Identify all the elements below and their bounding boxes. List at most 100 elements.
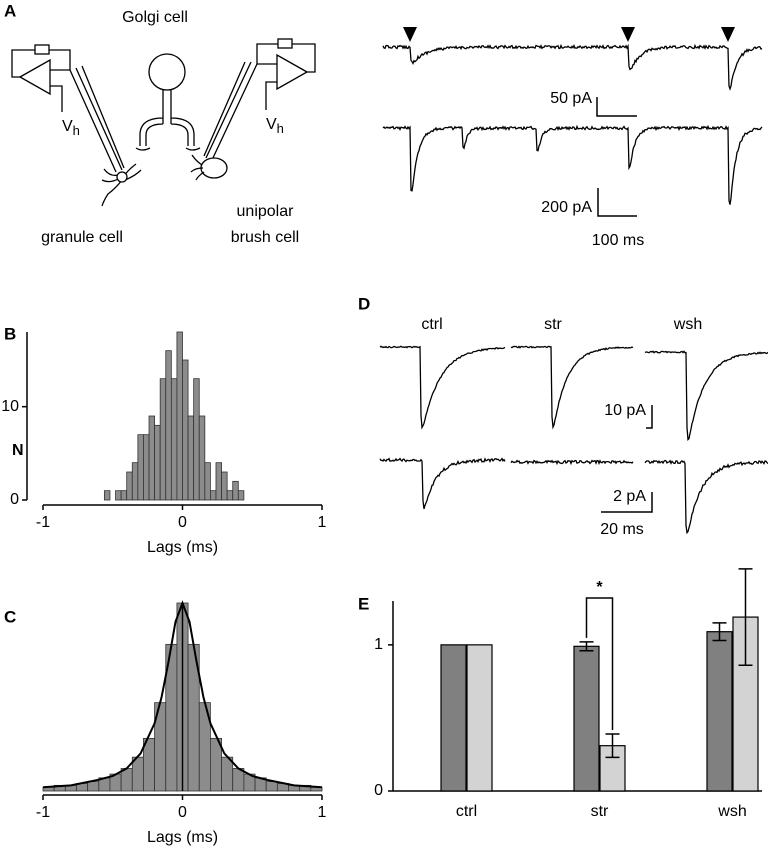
holding-label: Vh <box>266 116 284 136</box>
cell-label: Golgi cell <box>122 9 188 26</box>
scale-bar <box>596 97 637 117</box>
condition-label: str <box>544 316 562 333</box>
current-trace <box>379 345 506 430</box>
histogram-bar <box>209 490 217 501</box>
panel-label: B <box>4 324 16 343</box>
histogram-bar <box>182 359 189 501</box>
ubc-body <box>200 157 228 179</box>
histogram-bar <box>165 350 172 501</box>
y-tick-label: 10 <box>1 398 19 415</box>
histogram-bar <box>198 415 206 501</box>
panel-label: C <box>4 607 16 626</box>
x-tick-label: 1 <box>318 804 327 821</box>
current-trace <box>510 345 634 430</box>
histogram-bar <box>120 768 133 792</box>
y-axis-label: N <box>12 442 24 459</box>
scale-bar <box>601 492 653 513</box>
histogram-bar <box>120 490 128 501</box>
histogram-bar <box>148 415 156 501</box>
x-tick-label: 1 <box>318 514 327 531</box>
resistor <box>34 44 50 55</box>
error-bar <box>712 622 727 642</box>
panel-label: D <box>358 294 370 313</box>
x-tick-label: -1 <box>36 804 50 821</box>
stimulus-marker <box>403 27 417 42</box>
stimulus-marker <box>621 27 635 42</box>
histogram-bar <box>221 756 234 792</box>
sub: h <box>277 121 284 136</box>
x-tick-label: str <box>591 803 609 820</box>
x-tick-label: 0 <box>178 514 187 531</box>
significance-mark: * <box>596 579 603 596</box>
ubc-brush <box>190 154 205 181</box>
histogram-bar <box>215 462 222 501</box>
condition-label: wsh <box>673 316 702 333</box>
golgi-soma <box>148 53 186 91</box>
golgi-axon <box>139 90 195 146</box>
cell-label: unipolar <box>237 203 295 220</box>
scale-label: 50 pA <box>550 90 592 107</box>
histogram-bar <box>126 471 133 501</box>
current-trace <box>382 124 763 205</box>
current-trace <box>379 457 506 510</box>
bar <box>573 645 600 792</box>
x-axis-label: Lags (ms) <box>147 539 218 556</box>
histogram-bar <box>159 378 167 501</box>
holding-label: Vh <box>62 118 80 138</box>
x-tick-label: ctrl <box>456 803 477 820</box>
error-bar <box>579 641 594 652</box>
cell-label: brush cell <box>231 229 299 246</box>
x-tick-label: 0 <box>178 804 187 821</box>
error-bar <box>605 733 620 759</box>
cell-label: granule cell <box>41 229 123 246</box>
bar <box>466 644 493 792</box>
histogram-bar <box>193 378 200 501</box>
histogram-bar <box>87 781 100 792</box>
y-tick-label: 1 <box>374 636 383 653</box>
wire <box>11 49 71 112</box>
current-trace <box>644 350 768 441</box>
histogram-bar <box>232 480 239 501</box>
histogram-bar <box>143 434 150 501</box>
histogram-bar <box>115 490 122 501</box>
x-axis-label: Lags (ms) <box>147 829 218 846</box>
x-tick-label: wsh <box>717 803 746 820</box>
histogram-bar <box>221 471 228 501</box>
histogram-bar <box>143 737 156 792</box>
scale-label: 200 pA <box>541 199 592 216</box>
amplifier <box>18 58 51 96</box>
condition-label: ctrl <box>421 316 442 333</box>
resistor <box>277 38 293 49</box>
panel-label: E <box>358 594 369 613</box>
current-trace <box>510 459 634 466</box>
current-trace <box>382 43 763 91</box>
granule-body <box>116 171 128 183</box>
histogram-bar <box>265 781 278 792</box>
pipette <box>203 61 258 161</box>
amplifier <box>276 53 309 91</box>
bar <box>440 644 467 792</box>
histogram-bar <box>137 434 144 501</box>
error-bar <box>738 568 753 667</box>
granule-cell <box>101 163 142 207</box>
current-trace <box>644 459 768 535</box>
histogram-bar <box>209 737 222 792</box>
stimulus-marker <box>721 27 735 42</box>
histogram-bar <box>170 378 178 501</box>
significance-bracket <box>585 597 614 730</box>
panel-label: A <box>4 1 16 20</box>
histogram-bar <box>226 490 234 501</box>
scale-label: 2 pA <box>613 488 646 505</box>
histogram-bar <box>131 462 139 501</box>
scale-bar <box>597 188 637 217</box>
scale-label: 100 ms <box>592 232 644 249</box>
bar <box>706 631 733 792</box>
x-tick-label: -1 <box>36 514 50 531</box>
histogram-bar <box>237 490 245 501</box>
scale-bar <box>646 405 653 429</box>
histogram-bar <box>204 462 211 501</box>
wire <box>256 43 316 110</box>
pipette <box>69 65 125 173</box>
y-tick-label: 0 <box>374 782 383 799</box>
